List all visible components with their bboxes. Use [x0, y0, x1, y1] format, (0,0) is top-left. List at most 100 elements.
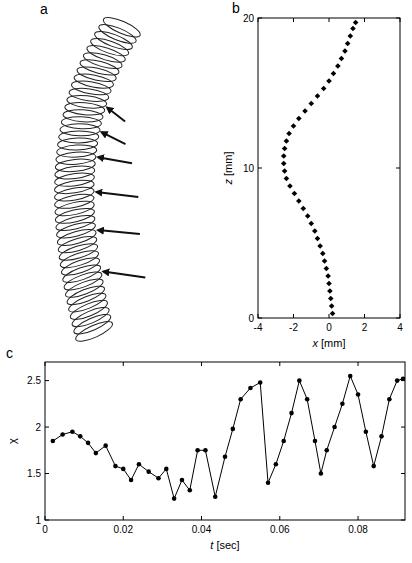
data-point: [326, 78, 332, 84]
force-arrow: [102, 132, 126, 144]
data-point: [401, 376, 405, 381]
data-point: [348, 33, 354, 39]
spring-loop: [59, 131, 99, 143]
data-point: [282, 168, 288, 174]
data-point: [308, 221, 314, 227]
x-tick: [123, 516, 124, 520]
data-line: [53, 376, 403, 499]
data-point: [315, 236, 321, 242]
x-tick: [201, 362, 202, 366]
data-point: [180, 478, 185, 483]
x-tick: [364, 18, 365, 22]
data-point: [274, 462, 279, 467]
spring-loop: [101, 14, 142, 41]
data-point: [313, 439, 318, 444]
data-point: [305, 213, 311, 219]
data-point: [356, 392, 361, 397]
data-point: [113, 464, 118, 469]
data-point: [296, 198, 302, 204]
data-point: [335, 63, 341, 69]
data-point: [137, 462, 142, 467]
data-point: [284, 138, 290, 144]
data-point: [121, 467, 126, 472]
x-tick: [201, 516, 202, 520]
y-tick: [396, 18, 400, 19]
data-point: [326, 281, 332, 287]
x-tick: [358, 516, 359, 520]
data-point: [328, 296, 334, 302]
x-tick-label: 0.06: [270, 524, 290, 535]
spring-loop: [97, 21, 139, 47]
force-arrow: [103, 272, 145, 278]
force-arrow: [107, 108, 125, 122]
x-tick: [45, 362, 46, 366]
spring-loop: [54, 192, 96, 212]
y-axis-title: z [mm]: [222, 152, 234, 186]
data-point: [94, 451, 99, 456]
force-arrow: [98, 157, 132, 163]
data-point: [248, 386, 253, 391]
data-point: [319, 471, 324, 476]
x-tick: [258, 18, 259, 22]
chart-panel: c00.020.040.060.0811.522.5t [sec]χ: [6, 345, 405, 551]
data-point: [156, 476, 161, 481]
data-point: [292, 191, 298, 197]
data-point: [305, 397, 310, 402]
y-tick: [258, 168, 262, 169]
x-tick: [358, 362, 359, 366]
data-point: [238, 397, 243, 402]
data-point: [286, 131, 292, 137]
data-point: [129, 478, 134, 483]
x-tick: [329, 314, 330, 318]
spring-loop: [60, 124, 100, 137]
data-point: [339, 56, 345, 62]
data-point: [281, 439, 286, 444]
y-tick: [45, 473, 49, 474]
spring-loop: [54, 164, 95, 181]
data-point: [146, 469, 151, 474]
data-point: [330, 311, 336, 317]
data-point: [329, 303, 335, 309]
x-tick-label: 2: [362, 322, 368, 333]
data-point: [103, 443, 108, 448]
x-tick: [364, 314, 365, 318]
x-tick-label: 4: [397, 322, 403, 333]
y-tick: [45, 520, 49, 521]
force-arrow: [96, 192, 138, 197]
data-point: [282, 146, 288, 152]
data-point: [350, 26, 356, 32]
x-tick: [45, 516, 46, 520]
x-tick: [329, 18, 330, 22]
data-point: [395, 378, 400, 383]
data-point: [364, 429, 369, 434]
data-point: [281, 161, 287, 167]
x-tick-label: 0.08: [348, 524, 368, 535]
x-tick-label: 0.02: [114, 524, 134, 535]
y-tick: [401, 520, 405, 521]
y-tick: [45, 380, 49, 381]
data-point: [379, 434, 384, 439]
data-point: [371, 464, 376, 469]
data-point: [172, 496, 177, 501]
panel-label: b: [232, 0, 240, 16]
x-tick: [279, 516, 280, 520]
data-point: [317, 243, 323, 249]
data-point: [289, 411, 294, 416]
x-axis-title: x [mm]: [312, 337, 346, 349]
x-tick: [258, 314, 259, 318]
x-tick: [279, 362, 280, 366]
axis-label-unit: [sec]: [213, 539, 239, 551]
panel-label: c: [6, 345, 13, 361]
y-tick-label: 2.5: [27, 375, 41, 386]
x-tick: [400, 314, 401, 318]
y-tick: [401, 473, 405, 474]
y-tick-label: 0: [248, 313, 254, 324]
data-point: [51, 439, 56, 444]
data-point: [60, 432, 65, 437]
marks: [281, 20, 358, 317]
data-point: [308, 101, 314, 107]
spring-loop: [82, 49, 124, 71]
marks: [51, 374, 405, 501]
axis-label-unit: [mm]: [318, 337, 346, 349]
y-tick-label: 20: [243, 13, 255, 24]
